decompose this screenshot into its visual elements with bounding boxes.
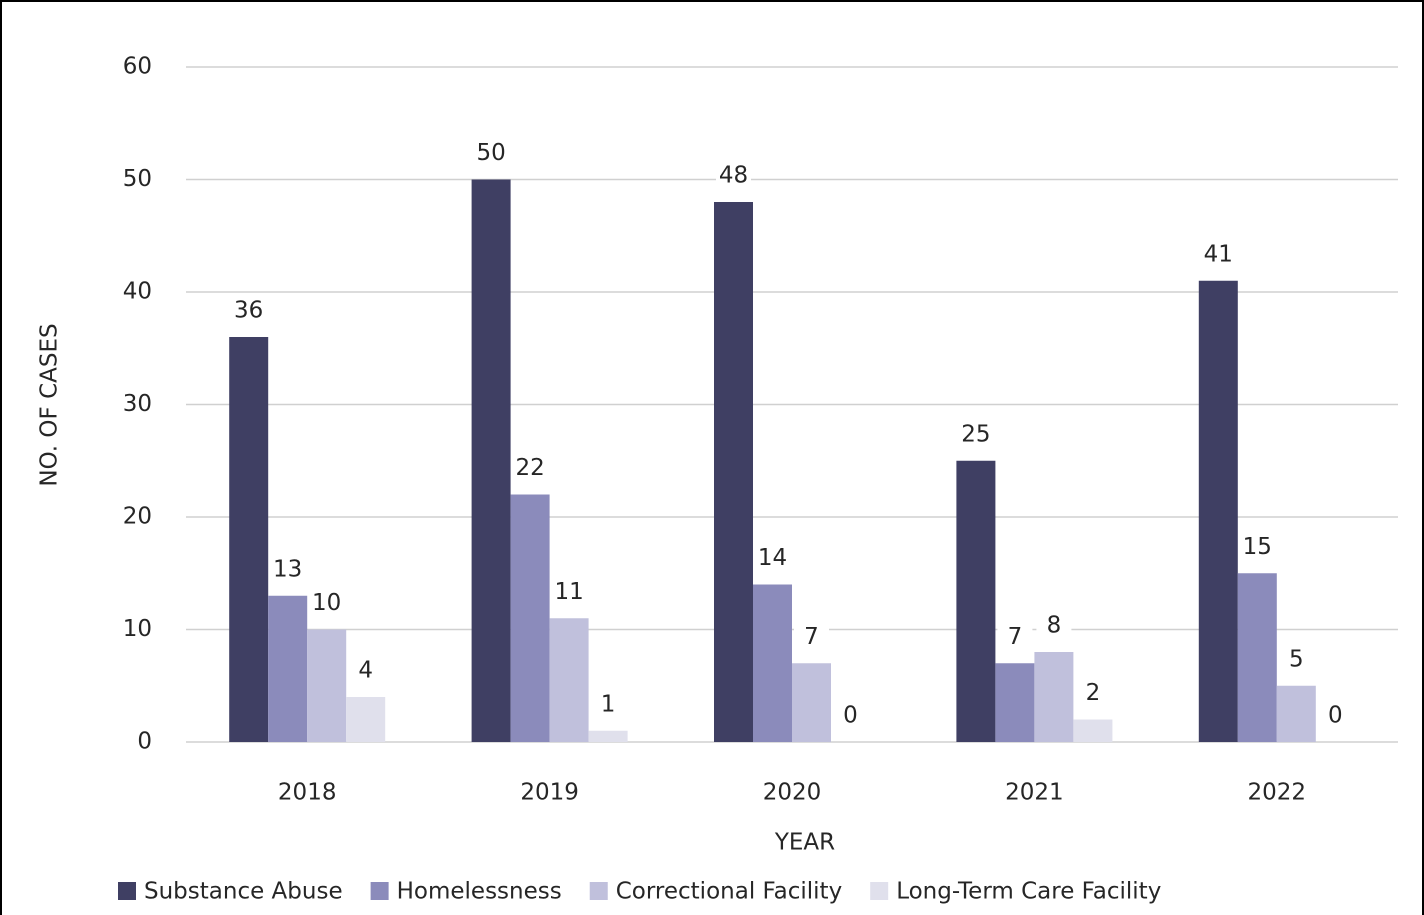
bar xyxy=(714,202,753,742)
bar xyxy=(510,494,550,742)
label-background xyxy=(473,137,509,170)
bar xyxy=(1034,652,1074,742)
x-tick-label: 2018 xyxy=(278,780,337,806)
label-background xyxy=(512,452,548,485)
legend-label: Homelessness xyxy=(397,879,562,905)
label-background xyxy=(270,553,306,586)
y-tick-label: 30 xyxy=(123,391,152,417)
label-background xyxy=(1036,610,1072,642)
label-background xyxy=(309,587,345,620)
data-label: 0 xyxy=(843,703,858,729)
label-background xyxy=(833,700,868,732)
legend-swatch xyxy=(118,882,136,900)
data-label: 41 xyxy=(1204,241,1233,267)
data-label: 1 xyxy=(601,691,616,717)
label-background xyxy=(997,621,1033,654)
bar xyxy=(1276,685,1316,742)
y-tick-label: 50 xyxy=(123,166,152,192)
y-tick-label: 20 xyxy=(123,504,152,530)
bar xyxy=(1237,573,1277,742)
y-axis-label: NO. OF CASES xyxy=(37,323,63,486)
bar xyxy=(307,629,347,742)
bar xyxy=(1073,719,1113,742)
y-tick-label: 0 xyxy=(137,729,152,755)
legend-swatch xyxy=(870,882,889,900)
label-background xyxy=(231,295,267,327)
label-background xyxy=(1278,643,1314,676)
data-label: 22 xyxy=(515,455,544,481)
data-label: 14 xyxy=(758,545,787,571)
data-label: 25 xyxy=(961,421,990,447)
data-label: 50 xyxy=(476,140,505,166)
label-background xyxy=(1075,677,1111,710)
x-tick-label: 2020 xyxy=(763,780,822,806)
bar xyxy=(1198,280,1238,742)
x-tick-label: 2019 xyxy=(520,780,579,806)
legend-label: Substance Abuse xyxy=(144,879,343,905)
bar xyxy=(995,663,1035,742)
bar xyxy=(792,663,831,742)
legend-swatch xyxy=(370,882,389,900)
data-label: 48 xyxy=(719,163,748,189)
bar xyxy=(471,179,511,742)
label-background xyxy=(755,542,790,575)
label-background xyxy=(590,688,626,721)
data-label: 10 xyxy=(312,590,341,616)
data-label: 8 xyxy=(1047,613,1062,639)
data-label: 36 xyxy=(234,298,263,324)
label-background xyxy=(1317,700,1353,732)
data-label: 15 xyxy=(1243,534,1272,560)
y-tick-label: 10 xyxy=(123,616,152,642)
label-background xyxy=(794,621,829,654)
legend-label: Correctional Facility xyxy=(616,879,842,905)
bar xyxy=(956,460,996,742)
legend-label: Long-Term Care Facility xyxy=(896,879,1161,905)
x-tick-label: 2022 xyxy=(1248,780,1307,806)
bar xyxy=(268,595,308,742)
x-axis-label: YEAR xyxy=(774,830,835,856)
bar xyxy=(229,337,269,742)
bar xyxy=(753,584,792,742)
data-label: 13 xyxy=(273,556,302,582)
bar xyxy=(588,730,628,742)
legend: Substance Abuse Homelessness Correctional … xyxy=(118,879,1161,905)
y-tick-label: 40 xyxy=(123,279,152,305)
label-background xyxy=(716,160,751,192)
label-background xyxy=(551,576,587,609)
bar xyxy=(549,618,589,742)
x-tick-label: 2021 xyxy=(1005,780,1064,806)
data-label: 11 xyxy=(554,579,583,605)
data-label: 0 xyxy=(1328,703,1343,729)
bar xyxy=(346,697,386,742)
data-label: 2 xyxy=(1086,680,1101,706)
data-label: 7 xyxy=(1008,624,1023,650)
label-background xyxy=(958,418,994,451)
data-label: 5 xyxy=(1289,646,1304,672)
data-label: 7 xyxy=(804,624,819,650)
legend-swatch xyxy=(589,882,608,900)
label-background xyxy=(1239,531,1275,564)
data-label: 4 xyxy=(358,658,373,684)
label-background xyxy=(348,655,384,687)
y-tick-label: 60 xyxy=(123,54,152,80)
label-background xyxy=(1200,238,1236,271)
